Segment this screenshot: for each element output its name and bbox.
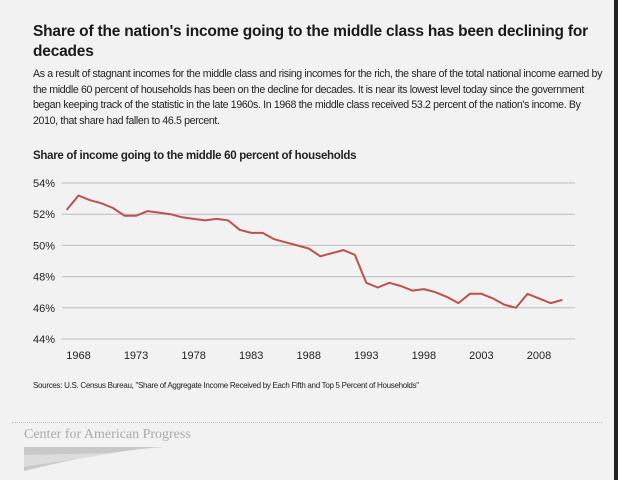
- data-point: [273, 238, 276, 240]
- data-point: [261, 232, 264, 234]
- y-tick-label: 52%: [33, 209, 55, 221]
- data-point: [480, 292, 483, 295]
- data-point: [457, 302, 460, 304]
- chart-title: Share of income going to the middle 60 p…: [33, 150, 357, 162]
- y-tick-label: 44%: [33, 334, 55, 346]
- series-line: [66, 194, 563, 309]
- source-note: Sources: U.S. Census Bureau, "Share of A…: [33, 381, 419, 390]
- y-tick-label: 54%: [33, 178, 55, 190]
- x-tick-label: 1983: [239, 350, 263, 362]
- x-tick-label: 2003: [469, 350, 493, 362]
- data-point: [250, 232, 252, 234]
- x-tick-label: 1988: [297, 350, 321, 362]
- data-point: [515, 307, 517, 309]
- data-point: [192, 218, 195, 220]
- data-point: [146, 210, 149, 212]
- x-tick-label: 1998: [412, 350, 436, 362]
- data-point: [434, 291, 437, 294]
- data-point: [538, 297, 540, 300]
- data-point: [284, 241, 287, 244]
- data-point: [561, 299, 563, 301]
- data-point: [227, 219, 229, 222]
- logo-text: Center for American Progress: [24, 427, 191, 442]
- data-point: [549, 302, 552, 304]
- data-point: [388, 282, 391, 284]
- data-point: [204, 219, 206, 222]
- data-point: [215, 218, 218, 220]
- description: As a result of stagnant incomes for the …: [33, 68, 603, 127]
- data-point: [400, 285, 402, 287]
- data-point: [503, 303, 506, 306]
- data-point: [307, 247, 310, 250]
- data-point: [158, 211, 160, 214]
- data-point: [123, 214, 126, 217]
- x-tick-label: 1968: [66, 350, 90, 362]
- data-point: [77, 194, 80, 197]
- data-point: [66, 208, 68, 211]
- flag-icon: [24, 447, 164, 471]
- divider: [12, 422, 602, 423]
- x-tick-label: 1978: [181, 350, 205, 362]
- data-point: [89, 199, 91, 201]
- data-point: [238, 229, 241, 231]
- data-point: [446, 296, 448, 298]
- x-tick-label: 2008: [527, 350, 551, 362]
- data-point: [377, 286, 379, 289]
- data-point: [411, 289, 414, 292]
- data-point: [492, 297, 494, 300]
- y-tick-label: 48%: [33, 272, 55, 284]
- data-point: [526, 292, 529, 295]
- y-tick-label: 46%: [33, 303, 55, 315]
- logo: Center for American Progress: [24, 427, 191, 478]
- data-point: [469, 292, 471, 295]
- page-title: Share of the nation's income going to th…: [33, 23, 588, 60]
- data-point: [135, 214, 137, 217]
- data-point: [330, 252, 333, 254]
- data-point: [112, 207, 114, 209]
- data-point: [342, 249, 345, 251]
- data-point: [169, 213, 172, 215]
- data-point: [365, 282, 368, 284]
- data-point: [423, 288, 425, 290]
- data-point: [319, 255, 322, 258]
- y-tick-label: 50%: [33, 240, 55, 252]
- x-tick-label: 1973: [124, 350, 148, 362]
- data-point: [100, 202, 103, 205]
- data-point: [353, 253, 356, 256]
- line-chart: 44% 46% 48% 50% 52% 54% 1968 1973 1978 1983 1988 19…: [33, 178, 575, 362]
- x-tick-label: 1993: [354, 350, 378, 362]
- data-point: [296, 244, 299, 247]
- data-point: [181, 216, 183, 219]
